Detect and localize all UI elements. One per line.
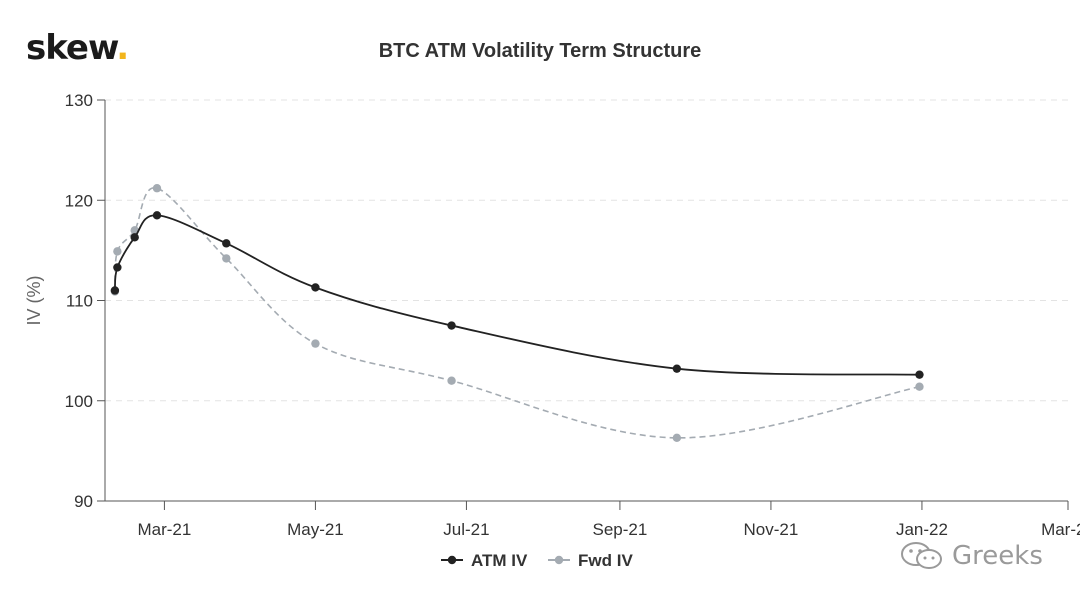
logo-dot: . bbox=[116, 28, 129, 68]
legend-label: ATM IV bbox=[471, 551, 528, 570]
series-line-fwd-iv bbox=[114, 187, 920, 439]
point-atm-iv[interactable] bbox=[672, 364, 682, 373]
x-tick-label: Nov-21 bbox=[744, 520, 799, 539]
series-layer bbox=[110, 184, 924, 443]
legend-label: Fwd IV bbox=[578, 551, 633, 570]
wechat-icon bbox=[901, 542, 942, 569]
legend-item-atm-iv[interactable]: ATM IV bbox=[441, 551, 528, 570]
point-atm-iv[interactable] bbox=[152, 211, 162, 220]
point-fwd-iv[interactable] bbox=[113, 247, 122, 256]
legend-item-fwd-iv[interactable]: Fwd IV bbox=[548, 551, 633, 570]
point-fwd-iv[interactable] bbox=[311, 339, 320, 348]
point-fwd-iv[interactable] bbox=[152, 184, 162, 193]
series-line-atm-iv bbox=[114, 214, 920, 376]
x-tick-label: Jul-21 bbox=[443, 520, 489, 539]
skew-logo: skew. bbox=[26, 28, 129, 68]
point-atm-iv[interactable] bbox=[130, 233, 139, 242]
point-atm-iv[interactable] bbox=[113, 263, 122, 272]
chart-title: BTC ATM Volatility Term Structure bbox=[378, 40, 702, 62]
x-tick-label: Jan-22 bbox=[896, 520, 948, 539]
axes: 90 100 110 120 130 Mar-21 May-21 Jul-21 Sep-21 No… bbox=[65, 91, 1080, 539]
point-atm-iv[interactable] bbox=[311, 283, 320, 292]
point-atm-iv[interactable] bbox=[110, 286, 120, 295]
legend-swatch-marker bbox=[554, 555, 564, 565]
point-fwd-iv[interactable] bbox=[915, 382, 924, 391]
point-fwd-iv[interactable] bbox=[672, 433, 682, 443]
y-tick-label: 90 bbox=[74, 492, 93, 511]
watermark-text: Greeks bbox=[952, 541, 1043, 571]
y-axis-label: IV (%) bbox=[24, 275, 44, 325]
legend-swatch-marker bbox=[447, 555, 457, 565]
x-tick-label: Mar-22 bbox=[1041, 520, 1080, 539]
point-atm-iv[interactable] bbox=[222, 239, 231, 248]
point-atm-iv[interactable] bbox=[447, 321, 456, 330]
y-tick-label: 130 bbox=[65, 91, 93, 110]
watermark: Greeks bbox=[898, 540, 1043, 572]
x-tick-label: May-21 bbox=[287, 520, 344, 539]
point-fwd-iv[interactable] bbox=[222, 254, 231, 263]
point-fwd-iv[interactable] bbox=[447, 376, 456, 385]
legend[interactable]: ATM IV Fwd IV bbox=[441, 551, 633, 570]
x-tick-label: Mar-21 bbox=[137, 520, 191, 539]
point-atm-iv[interactable] bbox=[915, 370, 924, 379]
y-tick-label: 100 bbox=[65, 392, 93, 411]
y-tick-label: 110 bbox=[66, 292, 93, 311]
logo-text: skew bbox=[26, 28, 117, 68]
y-tick-label: 120 bbox=[65, 191, 93, 210]
x-tick-label: Sep-21 bbox=[593, 520, 648, 539]
